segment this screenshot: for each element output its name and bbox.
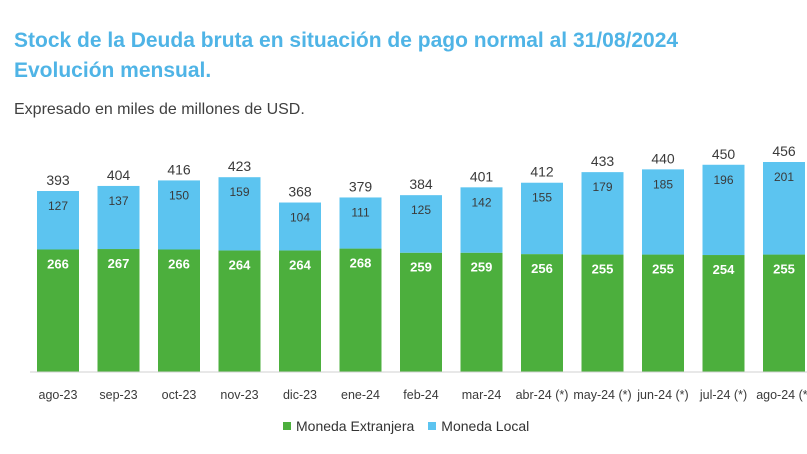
bar-moneda-local [400, 195, 442, 253]
x-tick-label: dic-23 [283, 388, 317, 402]
bar-moneda-local [521, 182, 563, 255]
data-label-moneda-local: 104 [290, 211, 310, 225]
data-label-moneda-extranjera: 255 [592, 262, 614, 277]
bar-moneda-local [763, 162, 805, 255]
bar-moneda-extranjera [642, 254, 684, 372]
data-label-total: 379 [349, 178, 373, 194]
data-label-moneda-local: 155 [532, 191, 552, 205]
data-label-moneda-local: 185 [653, 177, 673, 191]
data-label-total: 404 [107, 167, 131, 183]
data-label-total: 440 [651, 150, 675, 166]
data-label-moneda-local: 125 [411, 203, 431, 217]
data-label-moneda-extranjera: 254 [713, 262, 735, 277]
legend-swatch-moneda-local [428, 422, 437, 430]
data-label-total: 393 [46, 172, 70, 188]
x-tick-label: nov-23 [220, 388, 258, 402]
bar-moneda-local [460, 187, 503, 253]
data-label-total: 412 [530, 164, 554, 180]
data-label-total: 433 [591, 153, 615, 169]
legend-item-moneda-local: Moneda Local [428, 418, 529, 434]
data-label-total: 384 [409, 176, 433, 192]
bar-moneda-extranjera [37, 249, 79, 372]
data-label-total: 368 [288, 184, 312, 200]
data-label-moneda-extranjera: 256 [531, 261, 553, 276]
data-label-moneda-extranjera: 264 [229, 257, 251, 272]
data-label-moneda-local: 201 [774, 170, 794, 184]
chart-title: Stock de la Deuda bruta en situación de … [14, 26, 678, 86]
chart-title-line1: Stock de la Deuda bruta en situación de … [14, 29, 679, 52]
data-label-moneda-extranjera: 266 [168, 257, 190, 272]
data-label-total: 450 [712, 146, 736, 162]
data-label-total: 416 [167, 161, 191, 177]
bar-moneda-extranjera [702, 255, 745, 372]
x-tick-label: may-24 (*) [573, 388, 631, 402]
bar-moneda-extranjera [218, 250, 261, 372]
data-label-moneda-extranjera: 264 [289, 257, 311, 272]
data-label-moneda-extranjera: 267 [108, 256, 130, 271]
bar-moneda-extranjera [158, 249, 200, 372]
bar-moneda-local [642, 169, 684, 255]
data-label-moneda-extranjera: 268 [350, 256, 372, 271]
legend-item-moneda-extranjera: Moneda Extranjera [283, 418, 414, 434]
bar-moneda-local [218, 177, 261, 251]
x-tick-label: abr-24 (*) [516, 388, 569, 402]
x-tick-label: jun-24 (*) [636, 388, 688, 402]
bar-moneda-local [339, 197, 382, 249]
x-tick-label: ago-24 (*) [756, 388, 807, 402]
data-label-moneda-local: 127 [48, 199, 68, 213]
bar-moneda-extranjera [279, 250, 321, 372]
bar-moneda-local [702, 164, 745, 256]
data-label-moneda-local: 142 [471, 195, 491, 209]
data-label-total: 423 [228, 158, 252, 174]
x-tick-label: feb-24 [403, 388, 438, 402]
bar-moneda-extranjera [97, 249, 140, 372]
x-tick-label: ago-23 [39, 388, 78, 402]
data-label-moneda-extranjera: 266 [47, 257, 69, 272]
data-label-moneda-extranjera: 255 [773, 262, 795, 277]
data-label-moneda-local: 179 [592, 180, 612, 194]
bar-moneda-local [37, 191, 79, 250]
data-label-moneda-local: 150 [169, 188, 189, 202]
legend-swatch-moneda-extranjera [283, 422, 291, 430]
bar-moneda-extranjera [763, 254, 805, 372]
bar-moneda-local [581, 172, 624, 255]
data-label-moneda-local: 196 [713, 173, 733, 187]
legend-label-moneda-extranjera: Moneda Extranjera [296, 418, 415, 434]
data-label-moneda-extranjera: 259 [410, 260, 432, 275]
bar-moneda-extranjera [460, 252, 503, 372]
data-label-moneda-local: 137 [108, 194, 128, 208]
bar-moneda-extranjera [521, 254, 563, 372]
bar-moneda-extranjera [400, 252, 442, 372]
bar-moneda-local [97, 185, 140, 250]
bar-moneda-local [279, 202, 321, 251]
data-label-total: 401 [470, 168, 494, 184]
data-label-total: 456 [772, 143, 796, 159]
x-tick-label: ene-24 [341, 388, 380, 402]
data-label-moneda-extranjera: 259 [471, 260, 493, 275]
chart-legend: Moneda Extranjera Moneda Local [283, 418, 543, 434]
x-tick-label: oct-23 [162, 388, 197, 402]
x-tick-label: sep-23 [99, 388, 137, 402]
chart-subtitle: Expresado en miles de millones de USD. [14, 101, 305, 118]
bar-moneda-extranjera [581, 254, 624, 372]
data-label-moneda-local: 111 [351, 205, 370, 219]
chart-title-line2: Evolución mensual. [14, 59, 212, 82]
bar-moneda-local [158, 180, 200, 250]
data-label-moneda-local: 159 [229, 185, 249, 199]
data-label-moneda-extranjera: 255 [652, 262, 674, 277]
x-tick-label: mar-24 [462, 388, 502, 402]
x-tick-label: jul-24 (*) [699, 388, 747, 402]
legend-label-moneda-local: Moneda Local [441, 418, 530, 434]
bar-moneda-extranjera [339, 248, 382, 372]
